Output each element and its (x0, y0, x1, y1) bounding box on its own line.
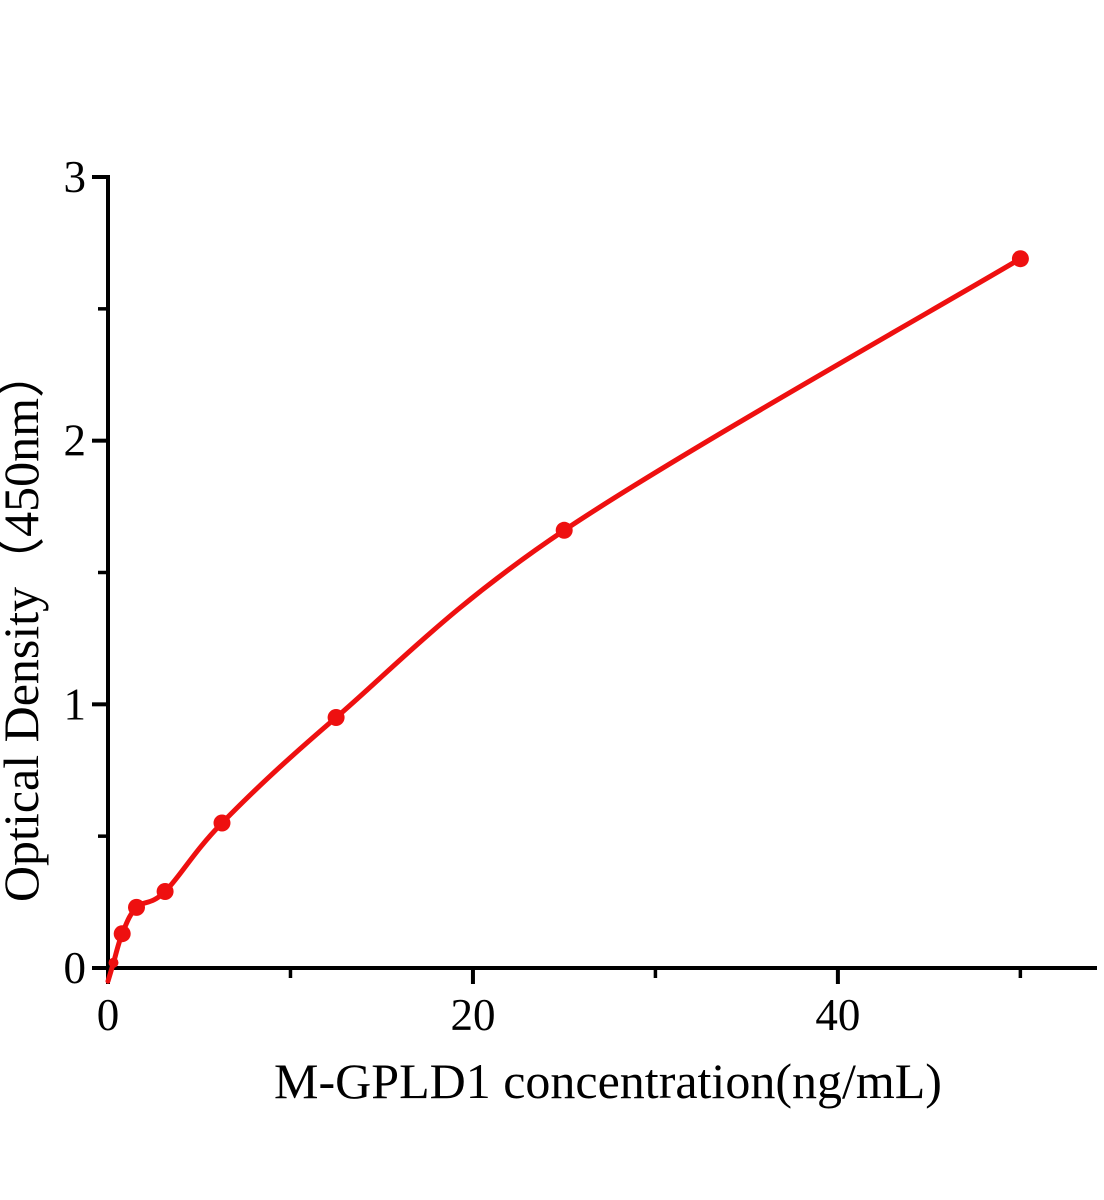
data-point (555, 521, 573, 539)
data-point (156, 883, 174, 900)
fit-curve (105, 256, 1023, 984)
x-tick-label: 20 (450, 990, 495, 1040)
data-point (128, 898, 145, 916)
y-tick-label: 0 (64, 943, 87, 993)
y-axis-ticks (92, 175, 108, 970)
y-axis-tick-labels: 0 1 2 3 (64, 152, 87, 993)
x-axis-ticks (106, 968, 1023, 984)
y-axis-title: Optical Density（450nm） (0, 348, 49, 902)
data-point (113, 925, 131, 943)
data-point (108, 957, 119, 968)
x-tick-label: 40 (815, 990, 860, 1040)
axes (106, 175, 1097, 970)
x-axis-tick-labels: 0 20 40 (97, 990, 861, 1040)
data-point (327, 709, 345, 726)
x-tick-label: 0 (97, 990, 120, 1040)
data-points (108, 250, 1029, 968)
y-tick-label: 2 (64, 416, 87, 466)
x-axis-title: M-GPLD1 concentration(ng/mL) (274, 1053, 942, 1109)
y-tick-label: 3 (64, 152, 87, 202)
data-point (213, 814, 231, 832)
y-tick-label: 1 (64, 679, 87, 729)
data-point (1011, 250, 1029, 268)
